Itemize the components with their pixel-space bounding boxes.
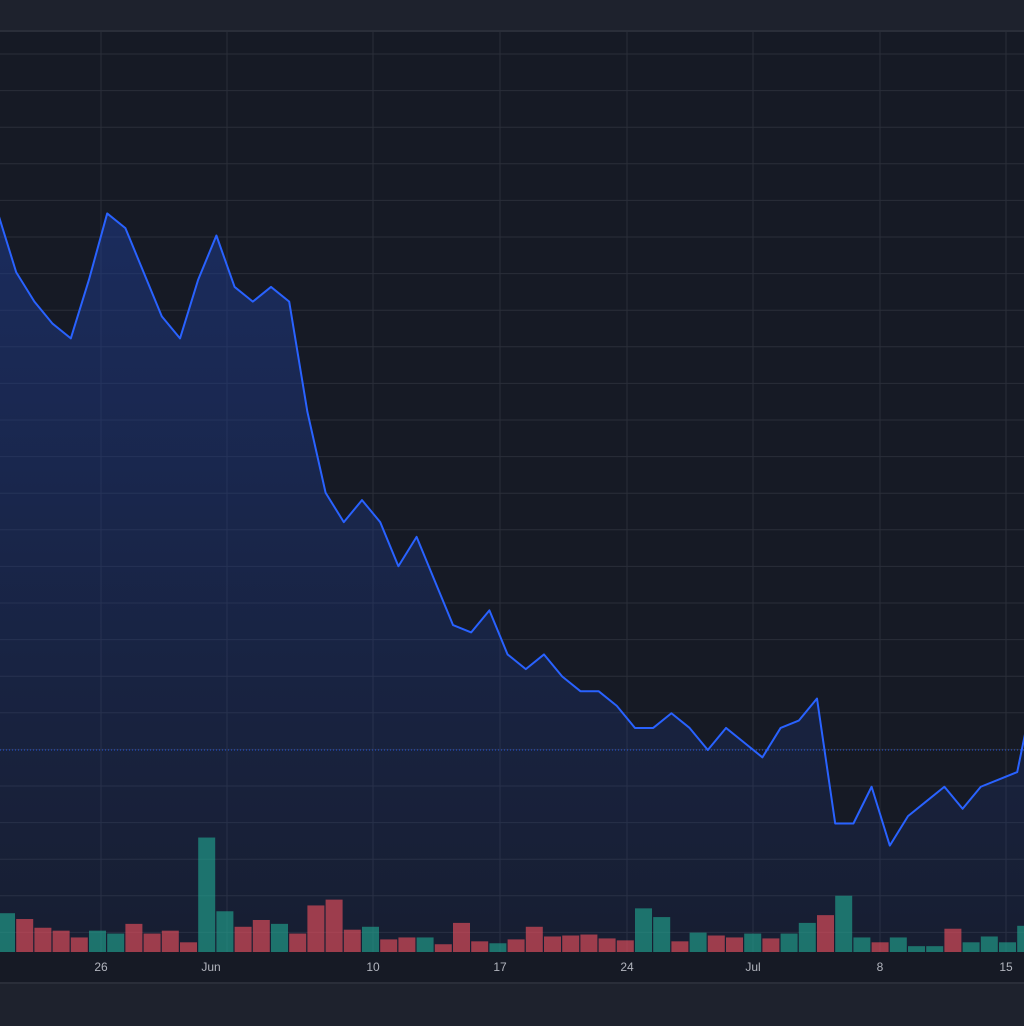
volume-bar: [908, 946, 925, 952]
volume-bar: [507, 939, 525, 952]
price-chart-svg[interactable]: [0, 32, 1024, 952]
volume-bar: [744, 933, 762, 952]
volume-bar: [780, 933, 798, 952]
volume-bar: [944, 928, 962, 952]
chart-plot-area[interactable]: [0, 32, 1024, 952]
volume-bar: [871, 942, 889, 952]
volume-bar: [889, 937, 907, 952]
x-tick-label: 26: [94, 960, 108, 974]
volume-bar: [817, 915, 834, 952]
x-tick-label: 8: [877, 960, 884, 974]
volume-bar: [999, 942, 1016, 952]
volume-bar: [653, 917, 671, 952]
volume-bar: [598, 938, 616, 952]
volume-bar: [962, 942, 980, 952]
volume-bar: [271, 923, 288, 952]
volume-bar: [926, 946, 944, 952]
volume-bar: [307, 905, 325, 952]
volume-bar: [362, 926, 379, 952]
volume-bar: [34, 927, 52, 952]
volume-bar: [726, 937, 743, 952]
volume-bar: [143, 933, 161, 952]
volume-bar: [125, 923, 143, 952]
volume-bar: [416, 937, 434, 952]
volume-bar: [380, 939, 398, 952]
volume-bar: [107, 933, 125, 952]
volume-bar: [707, 935, 725, 952]
volume-bar: [762, 938, 780, 952]
volume-bar: [489, 943, 507, 952]
volume-bar: [325, 899, 343, 952]
time-axis[interactable]: 26 Jun 10 17 24 Jul 8 15: [0, 952, 1024, 982]
volume-bar: [70, 937, 88, 952]
volume-bar: [525, 926, 543, 952]
volume-bar: [671, 941, 689, 952]
volume-bar: [216, 911, 234, 952]
x-tick-label: Jun: [201, 960, 220, 974]
volume-bar: [471, 941, 489, 952]
volume-bar: [544, 936, 561, 952]
x-tick-label: Jul: [745, 960, 760, 974]
volume-bar: [980, 936, 998, 952]
volume-bar: [798, 922, 816, 952]
volume-bar: [289, 933, 307, 952]
volume-bar: [89, 930, 106, 952]
x-tick-label: 10: [366, 960, 380, 974]
volume-bar: [198, 837, 216, 952]
x-tick-label: 15: [999, 960, 1013, 974]
volume-bar: [234, 926, 252, 952]
volume-bar: [635, 908, 652, 952]
volume-bar: [616, 940, 634, 952]
x-tick-label: 17: [493, 960, 507, 974]
volume-bar: [52, 930, 70, 952]
bottom-toolbar: [0, 982, 1024, 1026]
volume-bar: [180, 942, 197, 952]
volume-bar: [252, 919, 270, 952]
volume-bar: [689, 932, 707, 952]
volume-bar: [398, 937, 416, 952]
volume-bar: [16, 919, 34, 952]
volume-bar: [343, 929, 361, 952]
price-area-fill: [0, 213, 1024, 952]
time-axis-svg: 26 Jun 10 17 24 Jul 8 15: [94, 960, 1013, 974]
price-line: [0, 212, 1024, 847]
volume-bar: [1017, 925, 1024, 952]
x-tick-label: 24: [620, 960, 634, 974]
volume-bar: [161, 930, 179, 952]
volume-bar: [562, 935, 580, 952]
volume-bar: [580, 934, 598, 952]
volume-bar: [453, 922, 470, 952]
volume-bar: [853, 937, 871, 952]
top-toolbar: [0, 0, 1024, 32]
volume-bar: [434, 944, 452, 952]
volume-bar: [0, 913, 15, 952]
volume-bar: [835, 895, 853, 952]
